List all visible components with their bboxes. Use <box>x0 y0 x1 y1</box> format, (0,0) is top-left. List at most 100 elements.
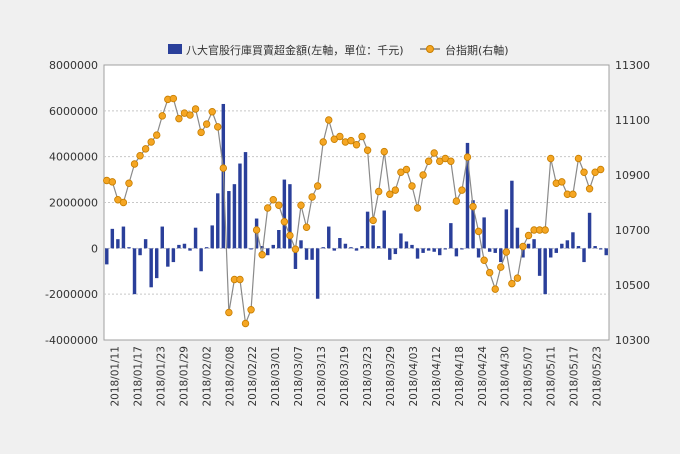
left-axis-tick-label: 6000000 <box>49 105 98 118</box>
line-point <box>108 178 117 186</box>
line-point <box>513 274 522 282</box>
line-point <box>202 120 211 128</box>
bar <box>121 226 126 249</box>
bar <box>193 227 198 249</box>
line-point <box>313 182 322 190</box>
bar <box>393 248 398 255</box>
right-axis: 11300 11100 10900 10700 10500 10300 <box>615 59 650 347</box>
bar <box>376 246 381 249</box>
line-point <box>569 190 577 198</box>
line-point <box>197 128 205 137</box>
line-point <box>130 160 139 168</box>
bar <box>460 248 464 250</box>
bar <box>521 248 525 258</box>
bar <box>576 246 581 249</box>
bar <box>537 248 542 276</box>
bar <box>199 248 203 272</box>
line-point <box>491 285 499 293</box>
line-point <box>286 231 294 240</box>
bar <box>560 243 564 249</box>
bar <box>432 248 436 252</box>
x-axis-tick-label: 2018/02/22 <box>247 346 259 407</box>
bar <box>182 243 187 249</box>
legend-line-label: 台指期(右軸) <box>445 43 509 57</box>
bar <box>177 244 181 249</box>
line-point <box>369 216 377 225</box>
bar <box>598 248 603 250</box>
line-point <box>508 279 516 288</box>
x-axis-tick-label: 2018/05/07 <box>523 346 535 407</box>
bar <box>593 246 597 249</box>
bar <box>315 248 320 299</box>
bar <box>154 248 159 279</box>
bar <box>310 248 314 260</box>
line-point <box>458 186 466 194</box>
right-axis-tick-label: 11100 <box>615 114 650 127</box>
line-point <box>524 231 533 240</box>
line-point <box>402 165 411 174</box>
line-point <box>363 146 372 154</box>
bar <box>554 248 559 253</box>
line-point <box>497 263 505 271</box>
line-point <box>347 136 355 145</box>
x-axis-tick-label: 2018/04/24 <box>477 346 489 407</box>
bar <box>482 217 486 249</box>
line-point <box>308 193 316 201</box>
x-axis-tick-label: 2018/03/07 <box>293 346 305 407</box>
bar <box>388 248 392 260</box>
line-point <box>325 116 333 124</box>
bar <box>487 248 492 252</box>
bar <box>421 248 425 253</box>
x-axis-tick-label: 2018/01/29 <box>178 346 190 407</box>
line-point <box>186 111 194 119</box>
bar <box>343 243 348 249</box>
line-point <box>269 196 277 204</box>
left-axis-tick-label: -4000000 <box>45 334 98 347</box>
x-axis-tick-label: 2018/05/11 <box>546 346 558 407</box>
line-point <box>319 138 327 146</box>
line-point <box>291 245 300 253</box>
bar <box>277 230 281 249</box>
x-axis-tick-label: 2018/03/23 <box>362 346 374 407</box>
line-point <box>424 157 433 165</box>
line-point <box>408 182 416 190</box>
line-point <box>374 187 383 196</box>
bar <box>249 248 253 250</box>
right-axis-tick-label: 10500 <box>615 279 650 292</box>
line-point <box>191 105 200 113</box>
line-point <box>136 152 144 160</box>
bar <box>571 232 575 249</box>
bar <box>532 239 536 249</box>
line-point <box>596 165 605 174</box>
bar <box>499 248 503 263</box>
line-point <box>558 178 566 186</box>
bar <box>399 233 403 249</box>
bar <box>410 244 414 249</box>
line-point <box>147 138 155 146</box>
left-axis-tick-label: 2000000 <box>49 197 98 210</box>
gridlines <box>104 110 609 295</box>
line-point <box>158 112 166 120</box>
bar <box>371 225 375 249</box>
line-point <box>252 226 261 234</box>
bar <box>127 247 131 249</box>
line-point <box>280 218 289 226</box>
x-axis-tick-label: 2018/03/19 <box>339 346 351 407</box>
line-point <box>391 186 400 194</box>
line-point <box>480 256 488 264</box>
line-point <box>463 153 472 161</box>
x-axis-tick-label: 2018/02/08 <box>224 346 236 407</box>
line-point <box>125 179 133 187</box>
line-point <box>452 197 461 205</box>
bar <box>132 248 137 295</box>
line-point <box>474 227 483 236</box>
line-point <box>419 171 427 179</box>
line-point <box>225 308 233 317</box>
line-point <box>264 204 272 212</box>
bar <box>332 248 337 251</box>
bar <box>471 200 475 249</box>
x-axis-tick-label: 2018/01/17 <box>132 346 144 407</box>
bar <box>349 247 353 249</box>
left-axis-tick-label: 0 <box>91 242 98 255</box>
bar <box>105 248 109 265</box>
